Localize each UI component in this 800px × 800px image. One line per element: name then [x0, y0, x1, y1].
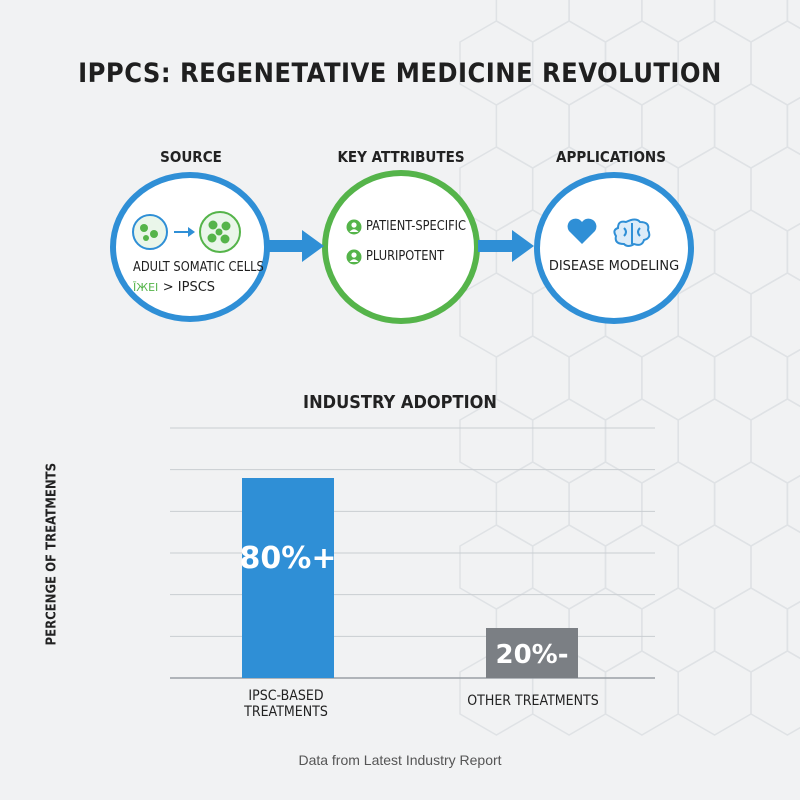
- heart-icon: [567, 218, 597, 244]
- chart-title: INDUSTRY ADOPTION: [303, 392, 497, 413]
- attribute-item-pluripotent: PLURIPOTENT: [346, 248, 455, 266]
- bar: [486, 628, 578, 678]
- arrow-right-icon: [268, 230, 324, 262]
- source-sublabel-text: > IPSCS: [162, 280, 216, 295]
- brain-icon: [613, 218, 651, 247]
- data-label: 20%-: [495, 640, 568, 670]
- key-attributes-heading: KEY ATTRIBUTES: [337, 148, 465, 166]
- hexagon-shape: [750, 650, 800, 736]
- source-label: ADULT SOMATIC CELLS: [133, 260, 264, 275]
- x-category-label: IPSC-BASED TREATMENTS: [244, 688, 328, 720]
- page-title: IPPCS: REGENETATIVE MEDICINE REVOLUTION: [78, 58, 722, 89]
- arrow-right-icon: [478, 230, 534, 262]
- source-sublabel: ĪЖEI > IPSCS: [133, 278, 215, 296]
- attributes-circle: [322, 170, 480, 324]
- attribute-item-patient-specific: PATIENT-SPECIFIC: [346, 218, 480, 236]
- attribute-label: PATIENT-SPECIFIC: [366, 219, 467, 235]
- source-heading: SOURCE: [160, 148, 222, 166]
- application-icons: [567, 218, 651, 247]
- person-pin-icon: [346, 249, 362, 265]
- bar: [242, 478, 334, 678]
- x-category-label: OTHER TREATMENTS: [467, 693, 599, 709]
- attribute-label: PLURIPOTENT: [366, 249, 445, 265]
- source-sublabel-prefix: ĪЖEI: [133, 281, 159, 294]
- applications-circle: [534, 172, 694, 324]
- applications-heading: APPLICATIONS: [556, 148, 666, 166]
- person-pin-icon: [346, 219, 362, 235]
- source-footnote: Data from Latest Industry Report: [298, 752, 502, 768]
- cell-icon: [132, 211, 241, 253]
- data-label: 80%+: [240, 541, 337, 576]
- application-label: DISEASE MODELING: [548, 259, 680, 274]
- source-circle: [110, 172, 270, 322]
